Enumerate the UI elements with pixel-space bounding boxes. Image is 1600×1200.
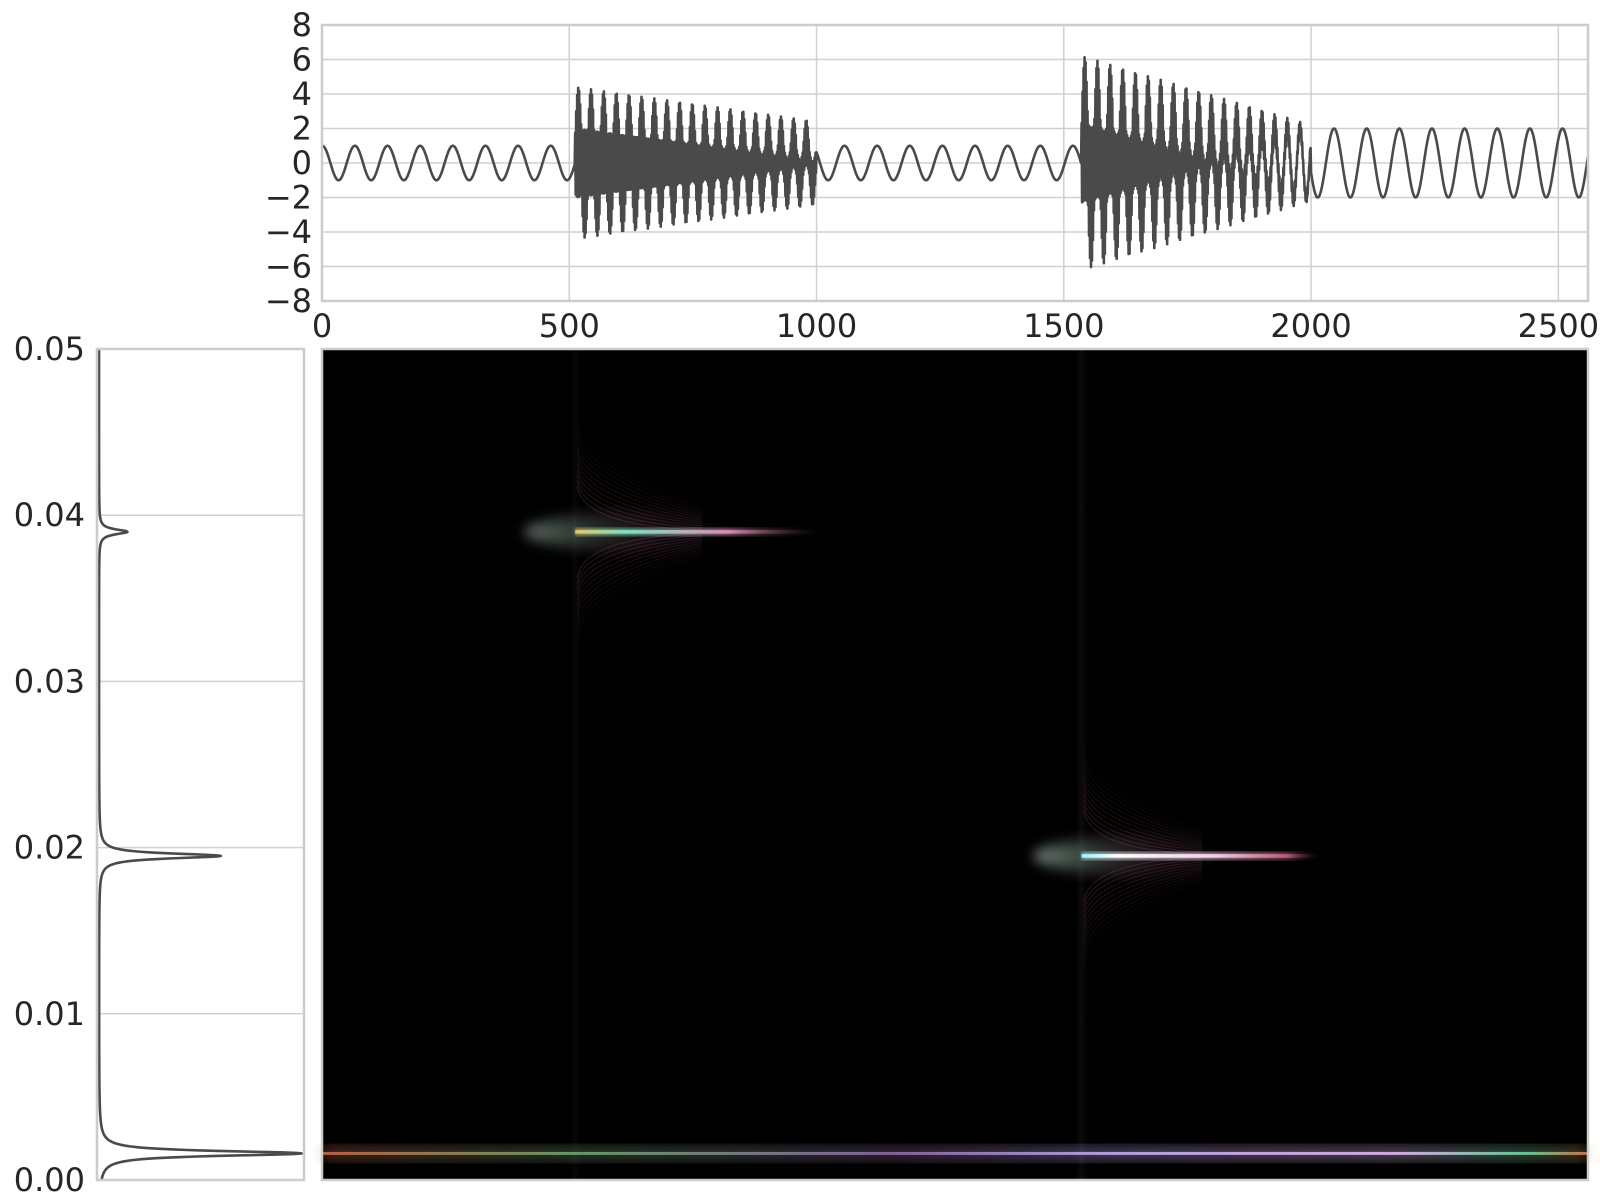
- signal-y-tick-label: 4: [292, 75, 312, 113]
- spectrum-y-tick-label: 0.05: [14, 330, 85, 368]
- signal-x-tick-label: 1500: [1023, 307, 1104, 345]
- spectrum-y-tick-label: 0.00: [14, 1161, 85, 1199]
- spectrum-y-tick-label: 0.04: [14, 496, 85, 534]
- signal-x-tick-label: 2000: [1270, 307, 1351, 345]
- spectrum-y-tick-labels: 0.00 0.01 0.02 0.03 0.04 0.05: [14, 330, 85, 1199]
- signal-y-tick-label: 8: [292, 6, 312, 44]
- heatmap-ridge: [524, 425, 829, 638]
- heatmap-vertical-streak: [567, 349, 584, 1180]
- signal-y-tick-label: −6: [265, 248, 312, 286]
- signal-axes-frame: [320, 23, 1590, 303]
- signal-x-tick-label: 2500: [1518, 307, 1599, 345]
- spectrum-y-tick-label: 0.01: [14, 995, 85, 1033]
- heatmap-vertical-streak: [1073, 349, 1090, 1180]
- heatmap-ridge: [1033, 749, 1323, 962]
- signal-x-tick-label: 500: [539, 307, 600, 345]
- signal-y-tick-label: 2: [292, 110, 312, 148]
- signal-series-line: [321, 55, 1590, 269]
- spectrum-grid: [97, 348, 304, 1181]
- spectrum-y-tick-label: 0.03: [14, 662, 85, 700]
- heatmap-ridge: [322, 1145, 1588, 1162]
- signal-x-tick-label: 0: [312, 307, 332, 345]
- signal-y-tick-label: −2: [265, 179, 312, 217]
- signal-x-tick-label: 1000: [776, 307, 857, 345]
- heatmap-features: [322, 349, 1588, 1180]
- heatmap-panel: [320, 347, 1590, 1182]
- heatmap-axes-frame: [320, 347, 1590, 1182]
- spectrum-panel: 0.00 0.01 0.02 0.03 0.04 0.05: [14, 330, 306, 1199]
- signal-y-tick-label: −4: [265, 213, 312, 251]
- signal-grid: [321, 24, 1588, 302]
- signal-y-tick-label: −8: [265, 282, 312, 320]
- heatmap-background: [322, 349, 1588, 1180]
- signal-y-tick-label: 6: [292, 41, 312, 79]
- signal-y-tick-label: 0: [292, 144, 312, 182]
- spectrum-axes-frame: [95, 347, 306, 1182]
- spectrum-series-line: [97, 348, 304, 1181]
- signal-x-tick-labels: 0 500 1000 1500 2000 2500: [312, 307, 1599, 345]
- spectrum-y-tick-label: 0.02: [14, 829, 85, 867]
